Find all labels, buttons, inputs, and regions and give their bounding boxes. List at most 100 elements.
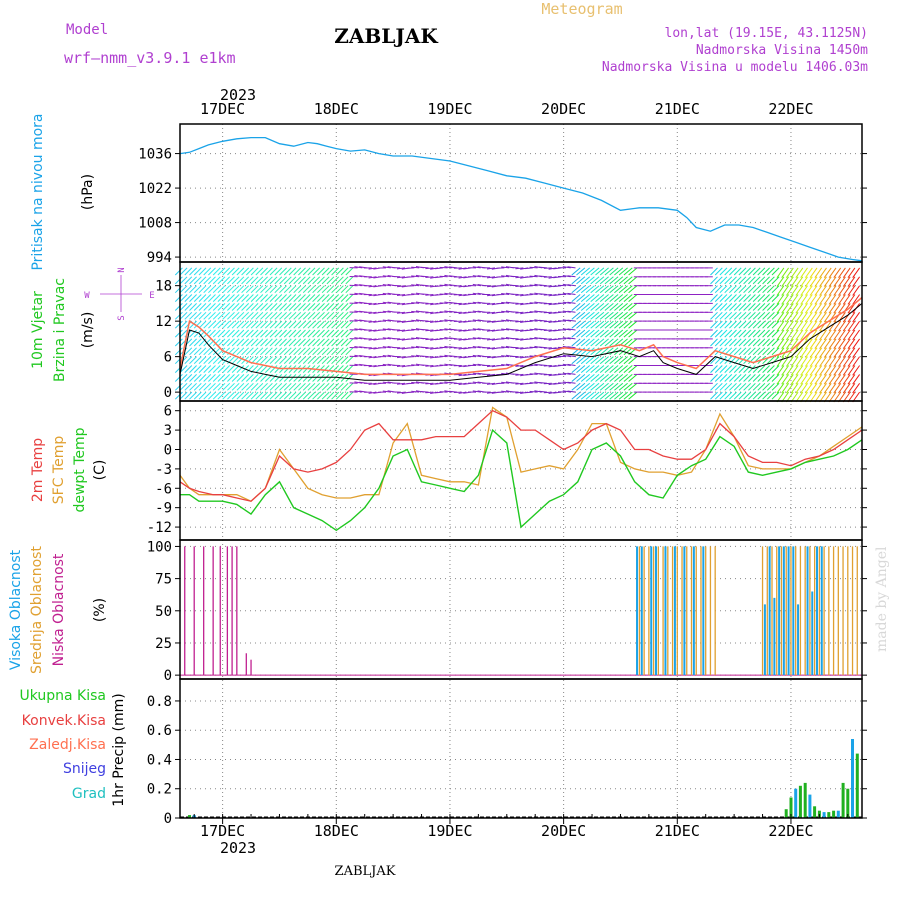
wind-barb	[245, 303, 254, 311]
wind-barb	[515, 267, 524, 270]
wind-barb	[203, 382, 212, 391]
wind-barb	[486, 294, 496, 297]
wind-barb	[444, 381, 453, 384]
wind-barb	[785, 267, 794, 278]
wind-barb	[838, 320, 846, 332]
wind-barb	[515, 329, 524, 332]
wind-barb	[757, 285, 766, 294]
wind-barb	[255, 338, 264, 347]
wind-barb	[623, 391, 633, 400]
wind-barb	[331, 356, 340, 365]
wind-barb	[752, 311, 761, 320]
wind-barb	[212, 329, 221, 338]
wind-barb	[599, 267, 609, 276]
wind-barb	[307, 320, 316, 329]
wind-barb	[472, 275, 481, 278]
temp-ylabel-2: SFC Temp	[51, 436, 67, 505]
wind-barb	[321, 311, 330, 320]
wind-barb	[823, 347, 832, 358]
wind-barb	[406, 329, 415, 331]
wind-barb	[368, 320, 377, 323]
precip-legend-convective: Konvek.Kisa	[22, 713, 106, 729]
wind-barb	[227, 329, 235, 338]
wind-barb	[809, 320, 818, 332]
wind-barb	[757, 329, 766, 338]
wind-barb	[604, 294, 614, 302]
wind-barb	[828, 276, 837, 287]
wind-barb	[317, 338, 325, 347]
wind-barb	[231, 391, 240, 400]
pressure-ylabel-1: Pritisak na nivou mora	[30, 113, 46, 270]
wind-barb	[406, 267, 415, 269]
wind-barb	[312, 374, 321, 382]
wind-barb	[193, 311, 202, 320]
wind-barb	[733, 374, 742, 382]
wind-barb	[420, 382, 429, 384]
wind-barb	[595, 374, 605, 382]
wind-barb	[269, 382, 278, 391]
wind-barb	[595, 311, 605, 320]
wind-barb	[771, 365, 780, 373]
wind-barb	[236, 356, 245, 365]
wind-barb	[733, 267, 742, 276]
wind-barb	[472, 381, 481, 384]
wind-barb	[781, 338, 790, 349]
wind-barb	[614, 338, 624, 347]
bottom-day-label: 19DEC	[427, 822, 472, 840]
wind-barb	[279, 311, 287, 320]
wind-barb	[231, 338, 240, 347]
wind-barb	[298, 303, 306, 311]
wind-barb	[628, 285, 638, 294]
precip-ylabel: 1hr Precip (mm)	[111, 693, 127, 806]
wind-barb	[752, 338, 761, 347]
wind-barb	[472, 310, 481, 313]
precip-legend-freezing: Zaledj.Kisa	[29, 737, 106, 753]
wind-barb	[331, 311, 340, 320]
wind-barb	[842, 356, 851, 367]
wind-barb	[458, 285, 467, 288]
wind-barb	[748, 338, 756, 347]
wind-barb	[184, 276, 193, 285]
wind-barb	[785, 320, 794, 332]
wind-barb	[771, 285, 780, 294]
wind-barb	[184, 303, 193, 311]
y-tick-label: 100	[147, 539, 172, 555]
wind-barb	[618, 365, 628, 373]
compass-n: N	[117, 267, 127, 272]
wind-barb	[193, 329, 202, 338]
wind-barb	[733, 329, 742, 338]
wind-barb	[847, 347, 856, 358]
wind-barb	[264, 391, 273, 400]
wind-barb	[331, 338, 340, 347]
wind-barb	[217, 276, 226, 285]
wind-barb	[255, 374, 264, 382]
wind-barb	[486, 373, 496, 376]
wind-barb	[302, 382, 311, 391]
wind-barb	[738, 347, 747, 356]
wind-barb	[609, 374, 619, 382]
wind-barb	[208, 356, 216, 365]
wind-barb	[585, 382, 595, 391]
wind-barb	[609, 267, 619, 276]
wind-barb	[222, 382, 231, 391]
wind-barb	[317, 347, 325, 356]
wind-barb	[264, 329, 273, 338]
wind-barb	[312, 294, 321, 302]
wind-barb	[293, 285, 302, 294]
wind-barb	[719, 365, 728, 373]
wind-barb	[809, 294, 818, 305]
wind-barb	[250, 267, 259, 276]
wind-barb	[368, 267, 377, 270]
wind-barb	[580, 356, 591, 365]
wind-barb	[340, 338, 349, 347]
wind-barb	[585, 347, 595, 356]
wind-barb	[174, 382, 183, 391]
precip-bar	[841, 782, 845, 818]
wind-barb	[288, 285, 297, 294]
wind-barb	[515, 365, 524, 367]
wind-barb	[576, 320, 586, 329]
wind-barb	[524, 294, 533, 296]
wind-barb	[585, 391, 595, 400]
wind-barb	[293, 347, 302, 356]
wind-barb	[804, 303, 813, 314]
